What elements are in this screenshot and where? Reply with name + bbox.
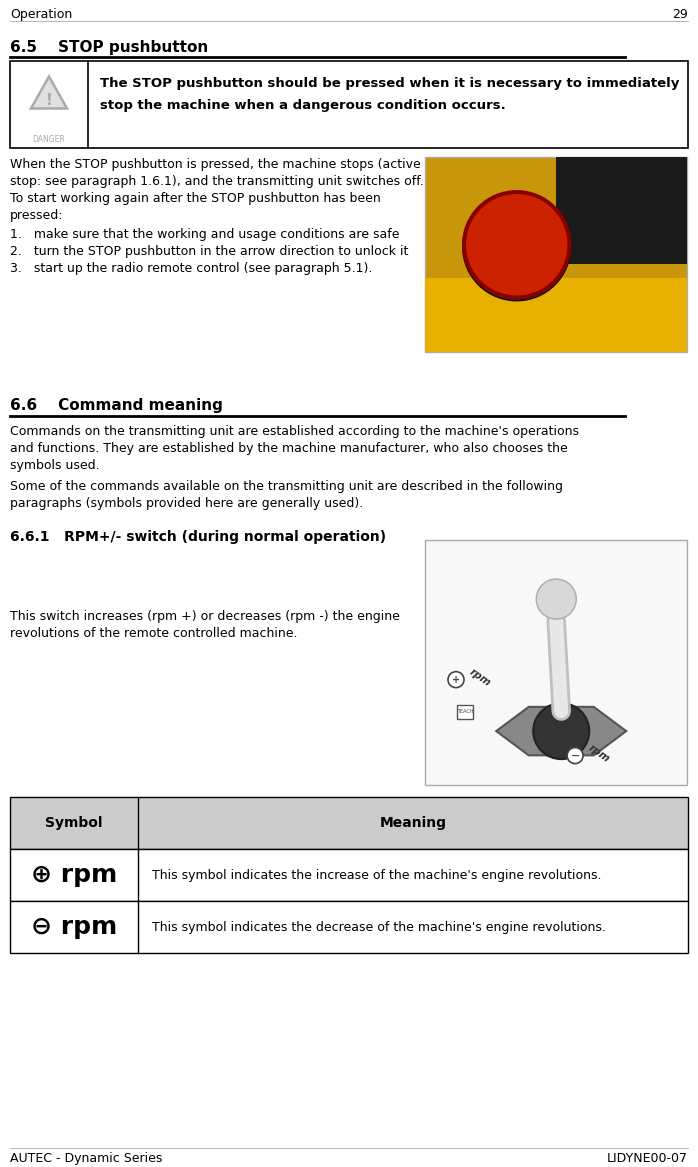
Text: Some of the commands available on the transmitting unit are described in the fol: Some of the commands available on the tr… (10, 480, 563, 492)
Text: This symbol indicates the decrease of the machine's engine revolutions.: This symbol indicates the decrease of th… (152, 921, 606, 934)
Text: symbols used.: symbols used. (10, 459, 100, 471)
Text: revolutions of the remote controlled machine.: revolutions of the remote controlled mac… (10, 627, 297, 640)
Bar (425, 278, 687, 352)
Bar (10, 901, 688, 953)
Bar (556, 158, 687, 264)
Text: 29: 29 (672, 8, 688, 21)
Text: 6.6.1   RPM+/- switch (during normal operation): 6.6.1 RPM+/- switch (during normal opera… (10, 530, 386, 544)
Bar (457, 705, 473, 719)
Text: To start working again after the STOP pushbutton has been: To start working again after the STOP pu… (10, 193, 380, 205)
Text: −: − (570, 750, 580, 761)
Text: 2.   turn the STOP pushbutton in the arrow direction to unlock it: 2. turn the STOP pushbutton in the arrow… (10, 245, 408, 258)
Circle shape (467, 195, 567, 295)
Text: 6.6    Command meaning: 6.6 Command meaning (10, 398, 223, 413)
Text: The STOP pushbutton should be pressed when it is necessary to immediately: The STOP pushbutton should be pressed wh… (100, 77, 679, 90)
Text: Meaning: Meaning (380, 816, 447, 830)
Bar (10, 61, 688, 148)
Text: +: + (452, 675, 460, 685)
Circle shape (533, 703, 589, 759)
Text: This symbol indicates the increase of the machine's engine revolutions.: This symbol indicates the increase of th… (152, 868, 602, 881)
Circle shape (473, 201, 560, 288)
Bar (425, 540, 687, 785)
Text: ⊕ rpm: ⊕ rpm (31, 864, 117, 887)
Text: !: ! (45, 93, 52, 109)
Text: stop the machine when a dangerous condition occurs.: stop the machine when a dangerous condit… (100, 99, 506, 112)
Circle shape (536, 579, 577, 620)
Text: rpm: rpm (587, 743, 612, 764)
Text: stop: see paragraph 1.6.1), and the transmitting unit switches off.: stop: see paragraph 1.6.1), and the tran… (10, 175, 424, 188)
Text: rpm: rpm (468, 666, 493, 689)
Bar (10, 797, 688, 850)
Text: This switch increases (rpm +) or decreases (rpm -) the engine: This switch increases (rpm +) or decreas… (10, 610, 400, 623)
Circle shape (567, 748, 583, 763)
Text: 6.5    STOP pushbutton: 6.5 STOP pushbutton (10, 40, 208, 55)
Polygon shape (31, 77, 67, 109)
Circle shape (463, 193, 571, 301)
Circle shape (498, 211, 537, 250)
Text: ⊖ rpm: ⊖ rpm (31, 915, 117, 939)
Text: paragraphs (symbols provided here are generally used).: paragraphs (symbols provided here are ge… (10, 497, 363, 510)
Text: Operation: Operation (10, 8, 73, 21)
Text: AUTEC - Dynamic Series: AUTEC - Dynamic Series (10, 1152, 163, 1165)
Text: pressed:: pressed: (10, 209, 64, 222)
Text: TEACH: TEACH (456, 710, 473, 714)
Circle shape (463, 190, 571, 299)
Circle shape (448, 672, 464, 687)
Text: DANGER: DANGER (33, 135, 66, 144)
Text: Symbol: Symbol (45, 816, 103, 830)
Bar (10, 850, 688, 901)
Text: When the STOP pushbutton is pressed, the machine stops (active: When the STOP pushbutton is pressed, the… (10, 158, 421, 172)
Text: and functions. They are established by the machine manufacturer, who also choose: and functions. They are established by t… (10, 442, 567, 455)
Text: 1.   make sure that the working and usage conditions are safe: 1. make sure that the working and usage … (10, 228, 399, 242)
Polygon shape (496, 707, 626, 755)
Bar (425, 158, 687, 352)
Text: Commands on the transmitting unit are established according to the machine's ope: Commands on the transmitting unit are es… (10, 425, 579, 438)
Text: LIDYNE00-07: LIDYNE00-07 (607, 1152, 688, 1165)
Text: 3.   start up the radio remote control (see paragraph 5.1).: 3. start up the radio remote control (se… (10, 263, 372, 275)
